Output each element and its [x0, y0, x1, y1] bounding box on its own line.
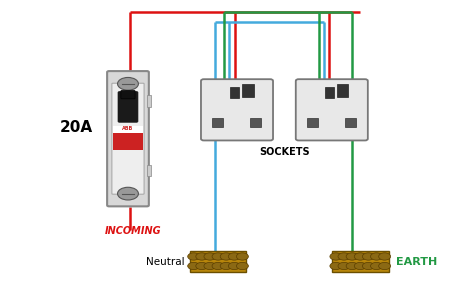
Bar	[230, 87, 239, 98]
Bar	[337, 84, 348, 97]
Circle shape	[118, 187, 138, 200]
Bar	[307, 118, 318, 127]
Bar	[212, 118, 223, 127]
Circle shape	[371, 253, 383, 260]
Circle shape	[338, 262, 350, 270]
Bar	[345, 118, 356, 127]
Circle shape	[204, 262, 216, 270]
Bar	[113, 133, 143, 150]
Bar	[242, 84, 254, 97]
FancyBboxPatch shape	[201, 79, 273, 140]
Circle shape	[346, 253, 358, 260]
FancyBboxPatch shape	[107, 71, 149, 206]
Bar	[190, 251, 246, 272]
Bar	[147, 165, 151, 176]
Text: ABB: ABB	[122, 126, 134, 131]
Text: INCOMING: INCOMING	[104, 226, 161, 236]
Circle shape	[220, 262, 232, 270]
Circle shape	[338, 253, 350, 260]
Circle shape	[379, 262, 391, 270]
Circle shape	[188, 262, 200, 270]
Circle shape	[346, 262, 358, 270]
Text: Neutral: Neutral	[146, 257, 185, 266]
FancyBboxPatch shape	[121, 90, 135, 99]
Bar	[325, 87, 334, 98]
Circle shape	[196, 253, 208, 260]
Circle shape	[371, 262, 383, 270]
Circle shape	[212, 262, 224, 270]
Bar	[113, 126, 143, 133]
Circle shape	[237, 253, 248, 260]
Circle shape	[330, 262, 342, 270]
Circle shape	[196, 262, 208, 270]
Circle shape	[220, 253, 232, 260]
Circle shape	[228, 262, 240, 270]
Circle shape	[379, 253, 391, 260]
Circle shape	[363, 253, 374, 260]
FancyBboxPatch shape	[296, 79, 368, 140]
Bar	[332, 251, 389, 272]
Text: SOCKETS: SOCKETS	[259, 147, 310, 158]
Text: 20A: 20A	[59, 120, 92, 135]
Circle shape	[212, 253, 224, 260]
Circle shape	[363, 262, 374, 270]
Circle shape	[354, 262, 366, 270]
Circle shape	[118, 77, 138, 90]
Text: EARTH: EARTH	[396, 257, 437, 266]
Circle shape	[188, 253, 200, 260]
Circle shape	[228, 253, 240, 260]
Circle shape	[204, 253, 216, 260]
Circle shape	[354, 253, 366, 260]
Circle shape	[330, 253, 342, 260]
Circle shape	[237, 262, 248, 270]
Bar	[147, 95, 151, 107]
FancyBboxPatch shape	[118, 92, 138, 122]
Bar	[250, 118, 261, 127]
FancyBboxPatch shape	[112, 83, 144, 194]
